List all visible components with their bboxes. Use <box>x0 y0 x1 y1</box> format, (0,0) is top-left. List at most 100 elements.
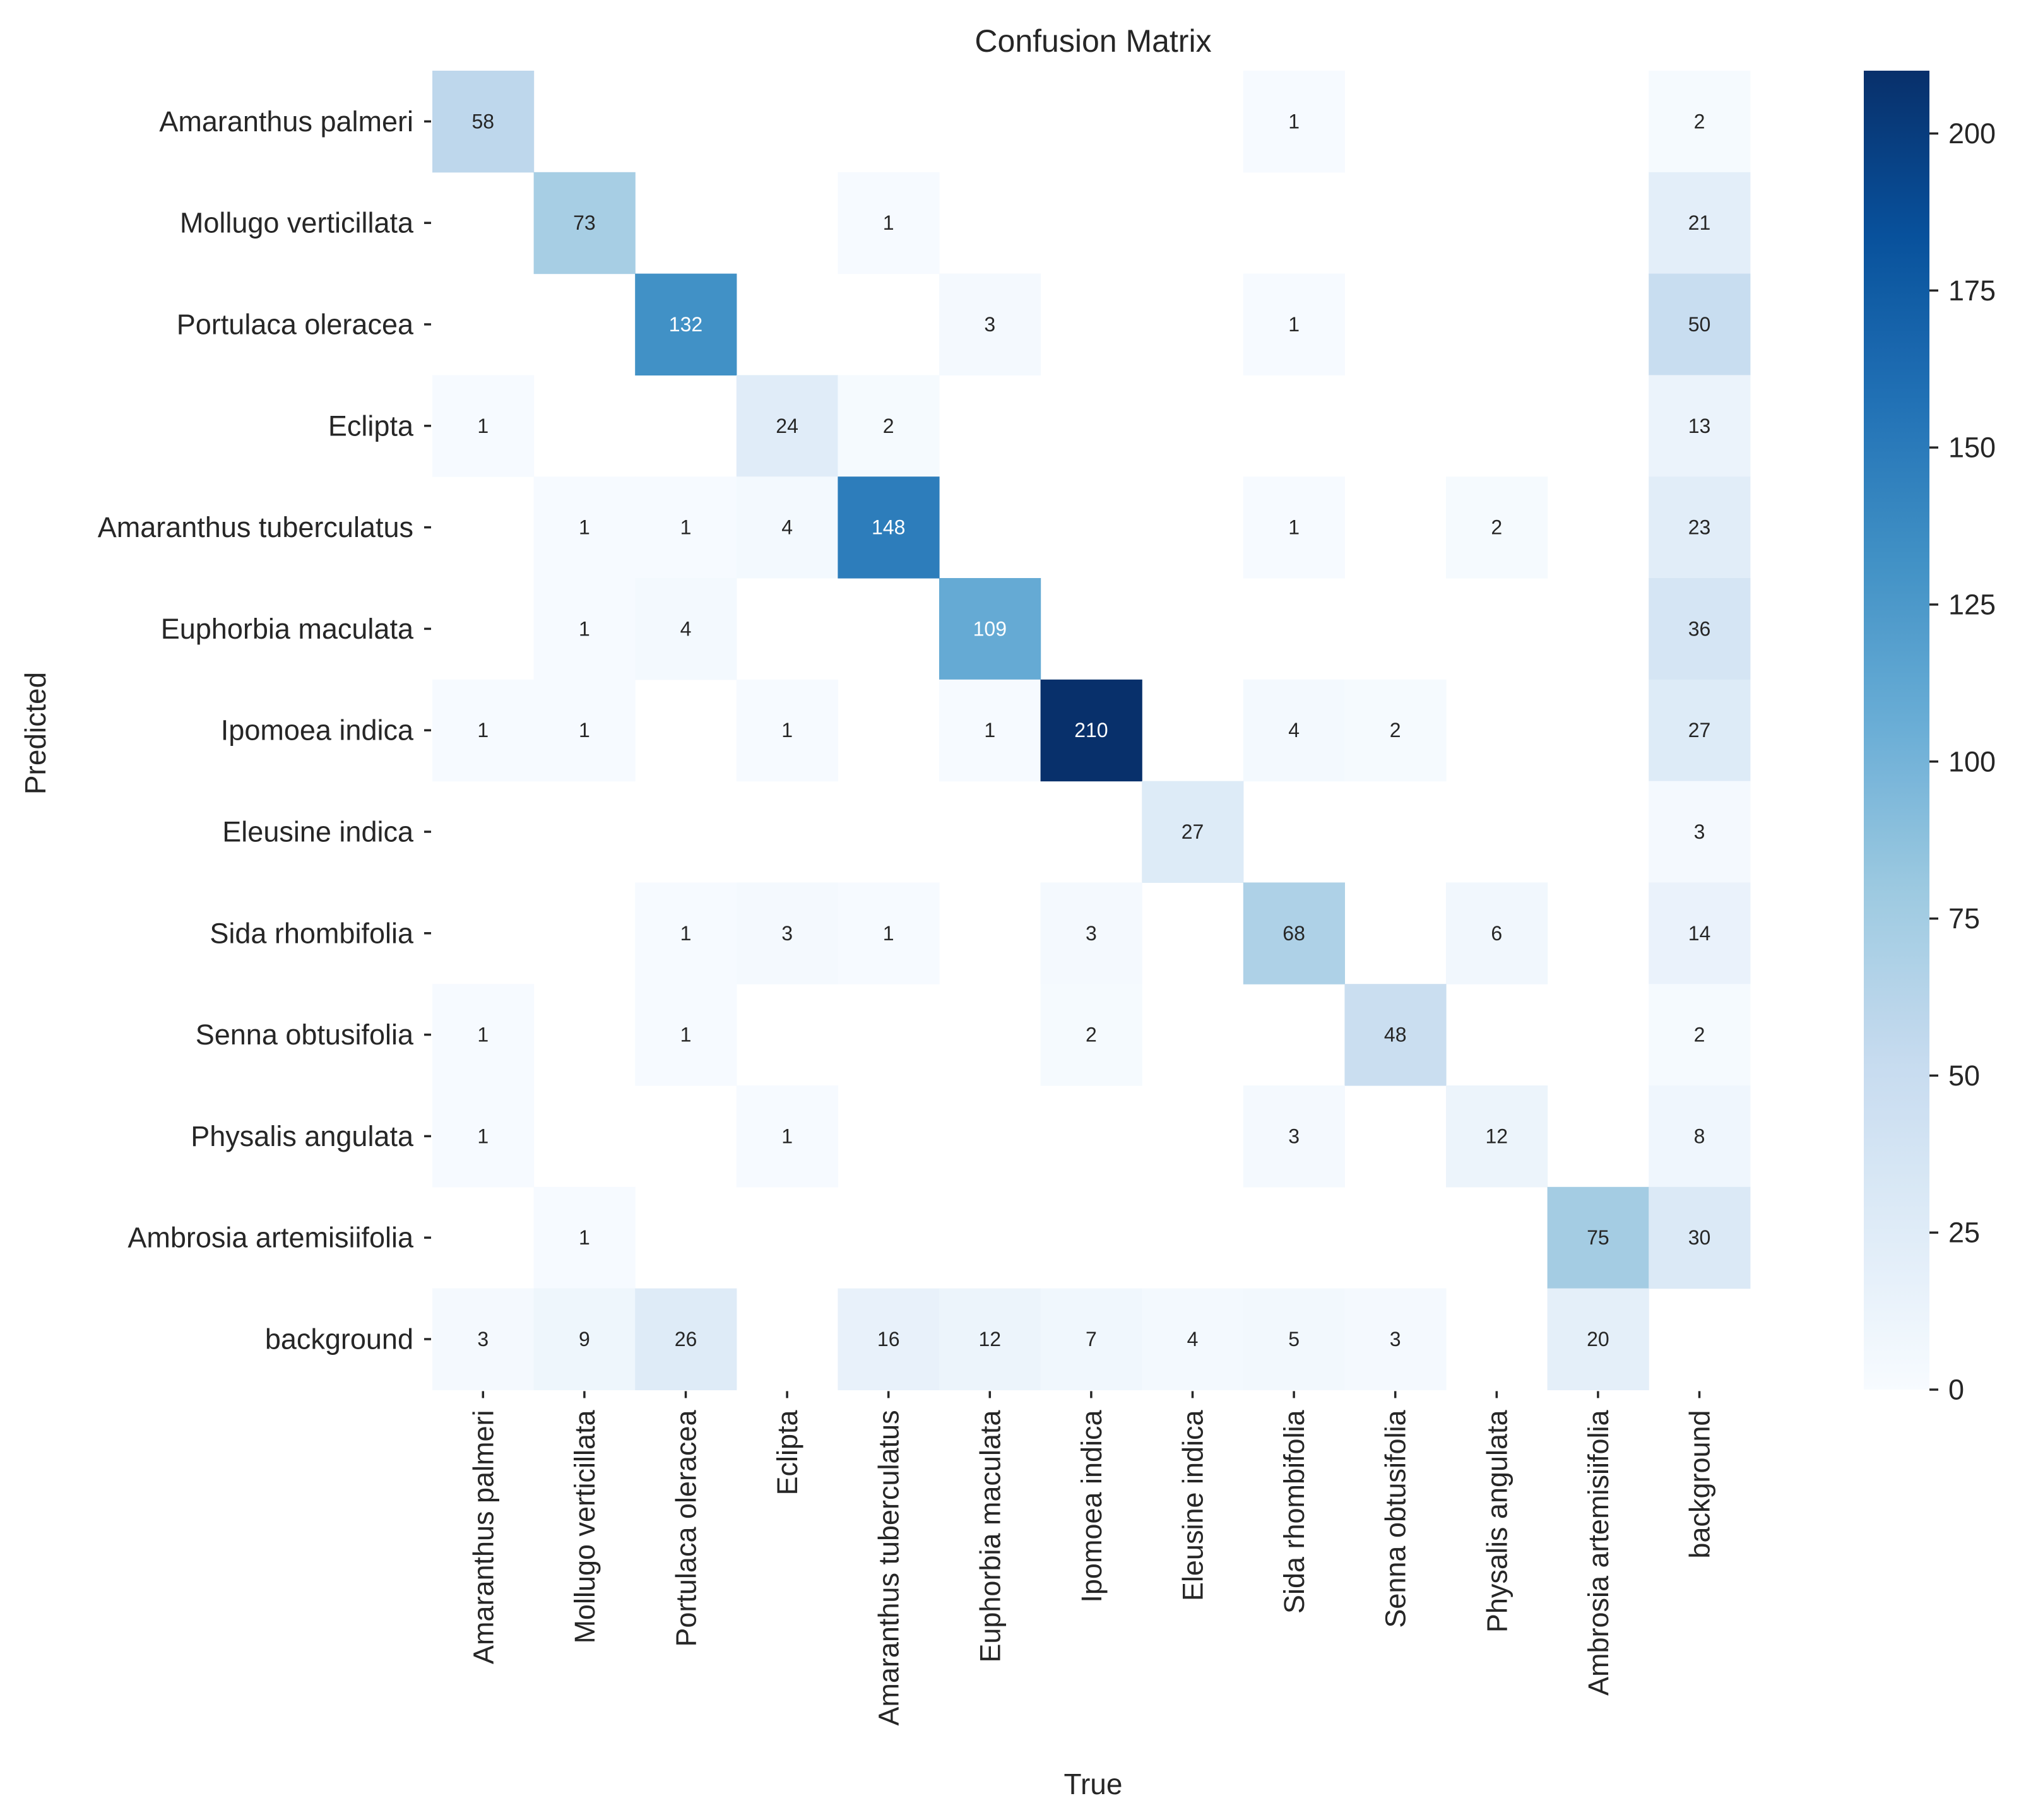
cell-value-r12-c8: 5 <box>1288 1328 1300 1350</box>
cell-value-r6-c3: 1 <box>781 719 793 742</box>
cell-r9-c2 <box>635 984 737 1086</box>
cell-r10-c10 <box>1446 1085 1548 1188</box>
cell-value-r12-c9: 3 <box>1390 1328 1401 1350</box>
cell-value-r6-c5: 1 <box>984 719 995 742</box>
cell-r8-c4 <box>838 882 940 984</box>
cell-value-r3-c12: 13 <box>1688 415 1711 437</box>
cell-r9-c6 <box>1040 984 1142 1086</box>
cell-value-r2-c5: 3 <box>984 313 995 336</box>
cell-r9-c12 <box>1649 984 1751 1086</box>
cell-value-r8-c4: 1 <box>883 922 894 945</box>
cell-r12-c7 <box>1142 1288 1244 1390</box>
cell-r10-c0 <box>432 1085 535 1188</box>
cell-value-r10-c12: 8 <box>1694 1125 1705 1147</box>
cell-value-r12-c1: 9 <box>579 1328 590 1350</box>
cell-r6-c0 <box>432 679 535 782</box>
cell-r6-c3 <box>736 679 838 782</box>
y-tick-label-portulaca-oleracea: Portulaca oleracea <box>177 309 414 341</box>
cell-r11-c1 <box>533 1186 636 1289</box>
cell-r5-c5 <box>939 578 1041 680</box>
cell-value-r8-c6: 3 <box>1086 922 1097 945</box>
x-tick-label-mollugo-verticillata: Mollugo verticillata <box>569 1409 601 1643</box>
cell-r8-c10 <box>1446 882 1548 984</box>
y-tick-label-amaranthus-tuberculatus: Amaranthus tuberculatus <box>98 511 413 543</box>
x-tick-label-background: background <box>1684 1410 1716 1558</box>
x-axis: Amaranthus palmeri Mollugo verticillata Po… <box>467 1391 1716 1726</box>
y-tick-label-sida-rhombifolia: Sida rhombifolia <box>210 917 414 949</box>
x-tick-label-eleusine-indica: Eleusine indica <box>1177 1409 1209 1601</box>
cell-value-r4-c2: 1 <box>680 516 692 539</box>
colorbar-tick-label-0: 0 <box>1948 1374 1964 1406</box>
cell-value-r5-c12: 36 <box>1688 617 1711 640</box>
cell-value-r10-c10: 12 <box>1486 1125 1508 1147</box>
cell-value-r7-c7: 27 <box>1182 820 1204 843</box>
cell-value-r2-c12: 50 <box>1688 313 1711 336</box>
y-tick-label-physalis-angulata: Physalis angulata <box>191 1120 414 1152</box>
cell-r7-c12 <box>1649 781 1751 883</box>
cell-value-r1-c1: 73 <box>573 211 596 234</box>
cell-value-r2-c8: 1 <box>1288 313 1300 336</box>
y-tick-label-eclipta: Eclipta <box>328 410 414 442</box>
colorbar-tick-label-150: 150 <box>1948 432 1996 464</box>
cell-value-r2-c2: 132 <box>669 313 702 336</box>
cell-r0-c12 <box>1649 71 1751 173</box>
cell-r1-c1 <box>533 172 636 275</box>
cell-r8-c8 <box>1243 882 1345 984</box>
cell-r6-c1 <box>533 679 636 782</box>
cell-r1-c12 <box>1649 172 1751 275</box>
cell-r12-c9 <box>1344 1288 1447 1390</box>
cell-r2-c12 <box>1649 273 1751 375</box>
cell-value-r11-c11: 75 <box>1587 1226 1609 1249</box>
cell-value-r0-c0: 58 <box>472 110 495 133</box>
colorbar-tick-label-75: 75 <box>1948 902 1980 935</box>
cell-r8-c3 <box>736 882 838 984</box>
cell-value-r9-c0: 1 <box>477 1024 489 1046</box>
cell-r10-c8 <box>1243 1085 1345 1188</box>
colorbar: 0 25 50 75 100 125 150 175 200 <box>1864 71 1996 1406</box>
cell-r12-c6 <box>1040 1288 1142 1390</box>
cell-r3-c12 <box>1649 375 1751 477</box>
cell-r3-c0 <box>432 375 535 477</box>
cell-value-r12-c2: 26 <box>675 1328 697 1350</box>
cell-value-r4-c12: 23 <box>1688 516 1711 539</box>
cell-value-r5-c1: 1 <box>579 617 590 640</box>
cell-r12-c1 <box>533 1288 636 1390</box>
cell-value-r12-c4: 16 <box>877 1328 900 1350</box>
cell-value-r12-c7: 4 <box>1187 1328 1199 1350</box>
cell-value-r3-c3: 24 <box>776 415 798 437</box>
cell-value-r12-c11: 20 <box>1587 1328 1609 1350</box>
x-tick-label-ambrosia-artemisiifolia: Ambrosia artemisiifolia <box>1582 1409 1614 1696</box>
cell-r1-c4 <box>838 172 940 275</box>
cell-value-r8-c10: 6 <box>1491 922 1502 945</box>
y-tick-label-ambrosia-artemisiifolia: Ambrosia artemisiifolia <box>127 1222 414 1254</box>
heatmap-cells <box>432 71 1751 1390</box>
colorbar-tick-label-25: 25 <box>1948 1217 1980 1249</box>
cell-value-r9-c9: 48 <box>1384 1024 1407 1046</box>
cell-r11-c12 <box>1649 1186 1751 1289</box>
cell-r0-c0 <box>432 71 535 173</box>
cell-value-r7-c12: 3 <box>1694 820 1705 843</box>
x-tick-label-amaranthus-tuberculatus: Amaranthus tuberculatus <box>873 1410 905 1725</box>
cell-r9-c9 <box>1344 984 1447 1086</box>
x-tick-label-sida-rhombifolia: Sida rhombifolia <box>1278 1409 1310 1614</box>
cell-r4-c3 <box>736 476 838 579</box>
cell-r9-c0 <box>432 984 535 1086</box>
cell-r7-c7 <box>1142 781 1244 883</box>
cell-value-r4-c3: 4 <box>781 516 793 539</box>
cell-r12-c2 <box>635 1288 737 1390</box>
cell-value-r0-c8: 1 <box>1288 110 1300 133</box>
y-tick-label-eleusine-indica: Eleusine indica <box>222 816 414 848</box>
cell-r4-c10 <box>1446 476 1548 579</box>
x-axis-label: True <box>1064 1768 1123 1800</box>
cell-value-r12-c5: 12 <box>979 1328 1002 1350</box>
cell-value-r11-c1: 1 <box>579 1226 590 1249</box>
cell-r8-c12 <box>1649 882 1751 984</box>
cell-value-r6-c0: 1 <box>477 719 489 742</box>
cell-r4-c8 <box>1243 476 1345 579</box>
cell-r11-c11 <box>1547 1186 1649 1289</box>
cell-r2-c2 <box>635 273 737 375</box>
cell-value-r12-c0: 3 <box>477 1328 489 1350</box>
cell-r2-c8 <box>1243 273 1345 375</box>
